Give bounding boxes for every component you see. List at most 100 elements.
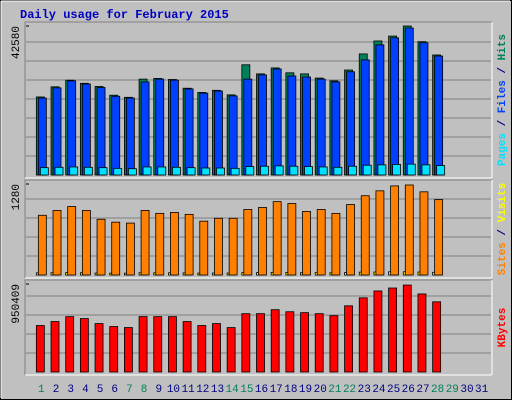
bar	[388, 287, 397, 373]
bar	[182, 321, 192, 373]
legend-entry: Visits	[497, 183, 509, 223]
x-tick-label: 15	[240, 384, 253, 396]
bar	[142, 166, 152, 176]
bar	[260, 165, 269, 176]
bar	[52, 210, 62, 276]
bar	[421, 164, 431, 176]
bar	[285, 311, 295, 373]
bar	[375, 190, 385, 276]
x-tick-label: 22	[343, 384, 356, 396]
bar	[199, 220, 209, 276]
x-tick-label: 6	[111, 384, 118, 396]
bar	[258, 74, 267, 176]
bar	[404, 27, 414, 176]
bar	[201, 167, 211, 176]
x-tick-label: 11	[182, 384, 196, 396]
bar	[243, 209, 253, 276]
bar	[360, 195, 370, 276]
bar	[258, 207, 267, 276]
x-tick-label: 9	[155, 384, 162, 396]
legend-separator: /	[497, 222, 509, 242]
x-tick-label: 30	[460, 384, 473, 396]
bar	[316, 78, 326, 176]
bar	[436, 165, 446, 176]
bar	[138, 316, 148, 373]
x-tick-label: 8	[141, 384, 148, 396]
bar	[346, 71, 355, 176]
legend-entry: Sites	[497, 242, 509, 275]
bar	[373, 290, 383, 373]
bar	[362, 164, 372, 176]
x-tick-label: 14	[226, 384, 240, 396]
bar	[214, 217, 223, 276]
bar	[140, 81, 150, 176]
bar	[81, 210, 91, 276]
bar	[35, 325, 45, 373]
bar	[302, 76, 311, 176]
bar	[170, 212, 179, 276]
bar	[94, 323, 104, 373]
bar	[348, 165, 357, 176]
bar	[113, 167, 123, 176]
x-tick-label: 16	[255, 384, 268, 396]
bar	[170, 79, 179, 176]
bar	[402, 284, 412, 373]
bar	[126, 97, 135, 176]
bar	[318, 166, 328, 176]
bar	[197, 325, 207, 373]
bar	[168, 316, 177, 373]
x-tick-label: 19	[299, 384, 312, 396]
bar	[184, 213, 194, 276]
bar	[81, 83, 91, 176]
bar	[65, 316, 75, 373]
bar	[302, 211, 311, 276]
bar	[157, 166, 167, 176]
bar	[126, 222, 135, 276]
bar	[98, 167, 108, 176]
bar	[360, 59, 370, 176]
bar	[212, 323, 221, 373]
y-tick-label: 42580	[11, 26, 23, 59]
bar	[406, 163, 416, 176]
x-tick-label: 27	[416, 384, 429, 396]
bar	[96, 87, 106, 176]
bar	[243, 78, 253, 176]
x-tick-label: 20	[314, 384, 327, 396]
bar	[331, 212, 341, 276]
bar	[392, 164, 401, 176]
bar	[186, 167, 196, 176]
bar	[230, 167, 240, 176]
bar	[419, 191, 429, 276]
bar	[54, 166, 64, 176]
legend-separator: /	[497, 60, 509, 80]
bar	[124, 327, 133, 373]
x-tick-label: 28	[431, 384, 444, 396]
bar	[69, 166, 79, 176]
legend: KBytes	[497, 308, 509, 348]
bar	[184, 88, 194, 176]
x-tick-label: 21	[328, 384, 342, 396]
bar	[375, 44, 385, 176]
bar	[300, 312, 309, 373]
bar	[289, 165, 299, 176]
bar	[314, 313, 324, 373]
x-tick-label: 2	[53, 384, 60, 396]
bar	[241, 313, 251, 373]
bar	[111, 221, 121, 276]
bar	[287, 203, 297, 276]
bar	[172, 166, 181, 176]
bar	[111, 95, 121, 176]
x-tick-label: 5	[97, 384, 104, 396]
x-tick-label: 23	[358, 384, 371, 396]
bar	[344, 305, 353, 373]
bar	[228, 95, 238, 176]
bar	[155, 212, 165, 276]
bar	[287, 75, 297, 176]
bar	[83, 166, 93, 176]
bar	[390, 37, 399, 176]
x-tick-label: 18	[284, 384, 297, 396]
y-tick-label: 950409	[11, 284, 23, 324]
x-tick-label: 26	[402, 384, 415, 396]
legend: Pages / Files / Hits	[497, 34, 509, 166]
